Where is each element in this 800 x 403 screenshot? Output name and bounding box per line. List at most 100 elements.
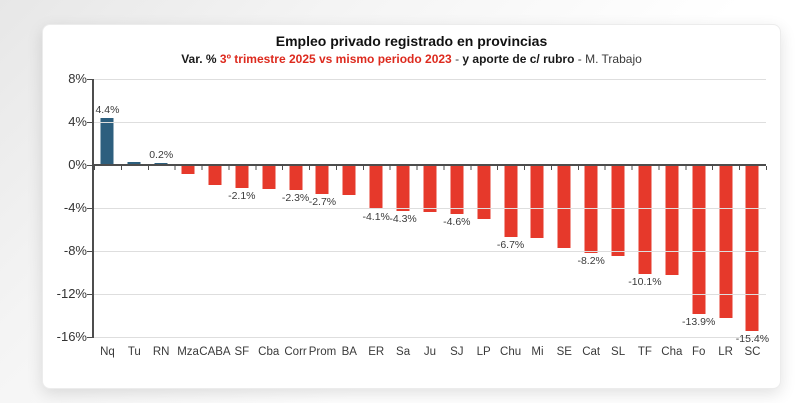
x-label-slot-ER: ER [363, 346, 390, 362]
x-tick-label-SE: SE [556, 346, 572, 358]
bar-Corr [289, 165, 303, 190]
bar-Cha [665, 165, 679, 275]
x-label-slot-LR: LR [712, 346, 739, 362]
bar-SE [557, 165, 571, 248]
x-label-slot-BA: BA [336, 346, 363, 362]
bar-slot-SJ: -4.6% [443, 79, 471, 337]
x-tick-label-ER: ER [368, 346, 385, 358]
bar-SC [745, 165, 759, 331]
y-tick-mark [87, 122, 92, 123]
data-label-SF: -2.1% [228, 189, 256, 202]
gridline [94, 337, 766, 338]
gridline [94, 251, 766, 252]
x-label-slot-Tu: Tu [121, 346, 148, 362]
gridline [94, 122, 766, 123]
x-axis-zero-line [94, 164, 766, 166]
bar-slot-Cat: -8.2% [577, 79, 605, 337]
x-label-slot-Mi: Mi [524, 346, 551, 362]
y-tick-label: 8% [68, 71, 87, 86]
bar-slot-RN: 0.2% [148, 79, 175, 337]
bar-ER [369, 165, 383, 210]
x-tick-label-Prom: Prom [308, 346, 337, 358]
bar-slot-ER: -4.1% [362, 79, 390, 337]
y-tick-label: -16% [56, 329, 87, 344]
bar-LR [719, 165, 733, 318]
subtitle-period-highlight: 3º trimestre 2025 vs mismo periodo 2023 [219, 52, 452, 66]
bar-slot-Ju [417, 79, 444, 337]
x-label-slot-SC: SC [739, 346, 766, 362]
y-tick-mark [87, 79, 92, 80]
x-tick-label-CABA: CABA [199, 346, 231, 358]
x-tick-label-SJ: SJ [450, 346, 464, 358]
bar-SL [611, 165, 625, 257]
y-tick-label: 4% [68, 114, 87, 129]
x-tick-label-Mi: Mi [531, 346, 544, 358]
x-tick-label-SC: SC [744, 346, 761, 358]
x-label-slot-SJ: SJ [443, 346, 470, 362]
x-label-slot-Nq: Nq [94, 346, 121, 362]
x-tick-label-Fo: Fo [691, 346, 706, 358]
bar-slot-Sa: -4.3% [389, 79, 417, 337]
y-tick-label: -8% [63, 243, 87, 258]
y-axis-labels: 8% 4% 0% -4% -8% -12% -16% [45, 71, 87, 344]
chart-title: Empleo privado registrado en provincias [275, 33, 548, 49]
x-label-slot-Corr: Corr [282, 346, 309, 362]
bar-RN [154, 162, 168, 165]
data-label-Prom: -2.7% [308, 196, 337, 209]
data-label-SC: -15.4% [735, 332, 770, 345]
bars-container: 4.4% 0.2% -2.1% -2.3% -2.7% -4.1% -4.3% -4.6% -6… [94, 79, 769, 345]
x-tick-label-Nq: Nq [100, 346, 115, 358]
data-label-SJ: -4.6% [443, 216, 471, 229]
data-label-Fo: -13.9% [682, 316, 716, 329]
y-axis-line [92, 79, 94, 338]
x-label-slot-Fo: Fo [685, 346, 712, 362]
bar-Cat [584, 165, 598, 254]
x-label-slot-Cba: Cba [255, 346, 282, 362]
bar-slot-Prom: -2.7% [309, 79, 336, 337]
bar-TF [638, 165, 652, 274]
bar-Mi [530, 165, 544, 239]
subtitle-rubro-label: y aporte de c/ rubro [462, 52, 575, 66]
x-label-slot-Cha: Cha [658, 346, 685, 362]
gridline [94, 208, 766, 209]
bar-slot-Mi [524, 79, 551, 337]
plot-area: 4.4% 0.2% -2.1% -2.3% -2.7% -4.1% -4.3% -4.6% -6… [87, 79, 769, 345]
bar-slot-LR [712, 79, 739, 337]
x-tick-label-Mza: Mza [177, 346, 199, 358]
x-label-slot-Mza: Mza [175, 346, 202, 362]
x-label-slot-SF: SF [228, 346, 255, 362]
x-tick-label-Cat: Cat [582, 346, 601, 358]
x-tick-label-Sa: Sa [396, 346, 411, 358]
bar-slot-Fo: -13.9% [682, 79, 716, 337]
bar-Mza [181, 165, 195, 174]
bar-slot-LP [470, 79, 497, 337]
bar-CABA [208, 165, 222, 186]
bar-slot-Tu [121, 79, 148, 337]
bar-slot-CABA [202, 79, 229, 337]
bar-slot-SF: -2.1% [228, 79, 256, 337]
y-tick-label: -4% [63, 200, 87, 215]
bar-slot-SL [605, 79, 632, 337]
x-label-slot-Prom: Prom [309, 346, 336, 362]
y-tick-mark [87, 208, 92, 209]
gridline [94, 294, 766, 295]
x-tick-label-SL: SL [611, 346, 626, 358]
bar-Ju [423, 165, 437, 213]
bar-slot-BA [336, 79, 363, 337]
x-tick-label-Cha: Cha [661, 346, 683, 358]
y-tick-mark [87, 165, 92, 166]
x-label-slot-Chu: Chu [497, 346, 524, 362]
data-label-Sa: -4.3% [389, 213, 417, 226]
bar-slot-SC: -15.4% [736, 79, 769, 345]
data-label-RN: 0.2% [149, 148, 174, 161]
chart-card: Empleo privado registrado en provincias … [42, 24, 781, 389]
bar-slot-Nq: 4.4% [94, 79, 121, 337]
x-tick-label-RN: RN [152, 346, 170, 358]
data-label-Nq: 4.4% [95, 103, 120, 116]
x-label-slot-SL: SL [605, 346, 632, 362]
data-label-Cat: -8.2% [577, 255, 605, 268]
bar-Fo [692, 165, 706, 315]
x-tick-label-SF: SF [234, 346, 250, 358]
x-label-slot-RN: RN [148, 346, 175, 362]
